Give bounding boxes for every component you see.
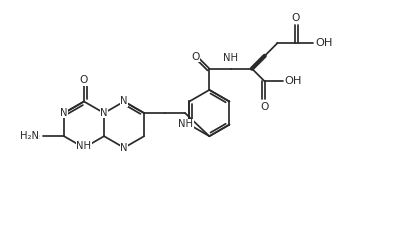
Text: H₂N: H₂N xyxy=(20,131,39,141)
Text: NH: NH xyxy=(223,53,238,63)
Text: O: O xyxy=(261,102,269,112)
Text: N: N xyxy=(120,96,128,107)
Text: N: N xyxy=(100,108,108,118)
Text: NH: NH xyxy=(76,141,91,151)
Text: N: N xyxy=(120,143,128,153)
Text: NH₂: NH₂ xyxy=(21,131,40,141)
Text: OH: OH xyxy=(284,76,302,86)
Text: O: O xyxy=(291,13,300,23)
Text: O: O xyxy=(80,75,88,85)
Text: N: N xyxy=(60,108,68,118)
Text: O: O xyxy=(191,52,200,62)
Text: OH: OH xyxy=(316,38,333,48)
Text: NH: NH xyxy=(179,119,194,129)
